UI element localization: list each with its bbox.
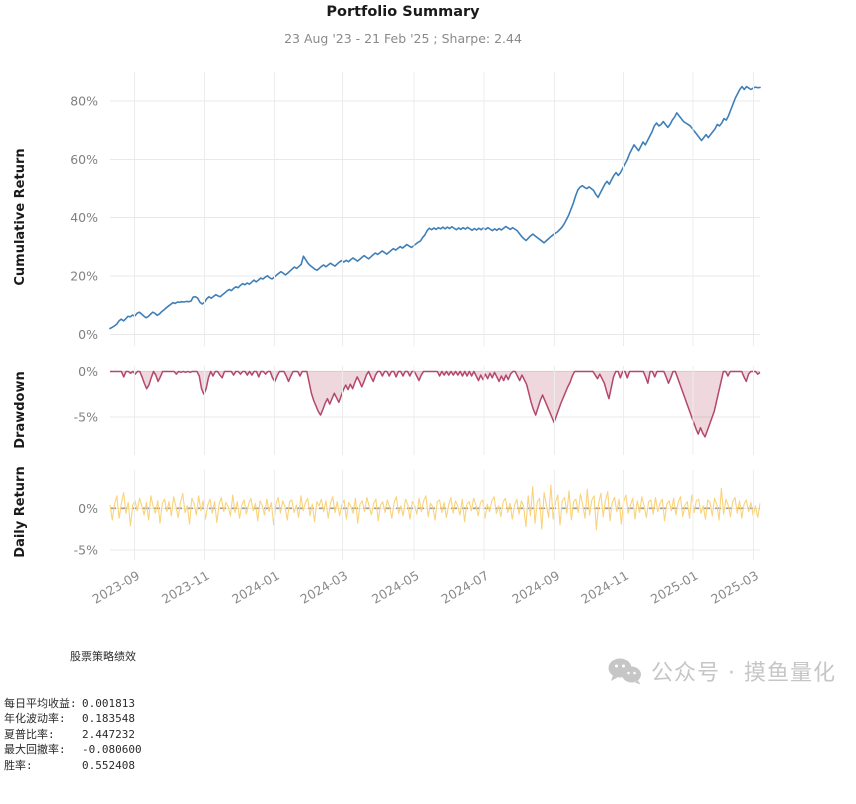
panel-drawdown: 0% -5% Drawdown [13,364,761,449]
gridlines-cumulative [110,100,760,335]
series-drawdown [110,370,761,438]
stats-row-label: 胜率: [4,758,33,772]
stats-row-label: 夏普比率: [4,727,55,741]
xtick-label: 2024-03 [297,568,350,607]
ytick-labels-daily-return: 0% -5% [74,501,98,558]
yaxis-label-cumulative-return: Cumulative Return [13,148,28,285]
stats-row-label: 每日平均收益: [4,696,77,710]
gridlines-vertical [134,72,754,560]
chart-canvas: Portfolio Summary 23 Aug '23 - 21 Feb '2… [13,4,761,607]
series-drawdown-fill [110,371,760,437]
stats-row-value: 2.447232 [82,727,135,741]
xtick-label: 2024-11 [578,568,631,607]
xtick-label: 2024-05 [369,568,422,607]
ytick-labels-cumulative: 0% 20% 40% 60% 80% [70,94,98,342]
stats-row: 最大回撤率: -0.080600 [4,742,142,758]
ytick-label: -5% [74,409,98,424]
stats-row-value: 0.001813 [82,696,135,710]
series-cumulative-return [109,85,761,330]
ytick-label: 0% [78,501,98,516]
page-title: Portfolio Summary [326,4,480,20]
series-daily-return [109,484,761,531]
ytick-label: 80% [70,94,98,109]
stats-table-header: 股票策略绩效 [70,650,136,663]
chart-subtitle: 23 Aug '23 - 21 Feb '25 ; Sharpe: 2.44 [284,31,522,46]
panel-daily-return: 0% -5% Daily Return [13,466,761,558]
stats-row-value: 0.552408 [82,758,135,772]
ytick-label: 0% [78,364,98,379]
panel-cumulative-return: 0% 20% 40% 60% 80% Cumulative Return [13,85,761,342]
xtick-label: 2025-03 [708,568,761,607]
watermark-text: 公众号 · 摸鱼量化 [651,661,836,686]
gridlines-daily-return [110,507,760,551]
performance-stats-table: 股票策略绩效 每日平均收益: 0.001813 年化波动率: 0.183548 夏普比率… [4,618,142,804]
watermark: 公众号 · 摸鱼量化 [608,655,836,687]
xaxis-tick-labels: 2023-09 2023-11 2024-01 2024-03 2024-05 2024-… [89,568,761,607]
ytick-label: -5% [74,543,98,558]
ytick-label: 40% [70,210,98,225]
stats-row: 夏普比率: 2.447232 [4,727,142,743]
xtick-label: 2025-01 [648,568,701,607]
xtick-label: 2024-09 [509,568,562,607]
ytick-label: 20% [70,269,98,284]
xtick-label: 2024-01 [229,568,282,607]
xtick-label: 2024-07 [439,568,492,607]
yaxis-label-daily-return: Daily Return [13,466,28,557]
stats-rows: 每日平均收益: 0.001813 年化波动率: 0.183548 夏普比率: 2.4472… [4,696,142,774]
ytick-label: 60% [70,152,98,167]
stats-row: 年化波动率: 0.183548 [4,711,142,727]
xtick-label: 2023-11 [159,568,212,607]
stats-row-value: -0.080600 [82,743,142,756]
wechat-icon [608,657,642,685]
yaxis-label-drawdown: Drawdown [13,371,28,449]
stats-row: 每日平均收益: 0.001813 [4,696,142,712]
stats-row-label: 年化波动率: [4,712,66,725]
stats-row-value: 0.183548 [82,712,135,725]
stats-row-label: 最大回撤率: [4,743,66,756]
xtick-label: 2023-09 [89,568,142,607]
ytick-label: 0% [78,327,98,342]
stats-row: 胜率: 0.552408 [4,758,142,774]
ytick-labels-drawdown: 0% -5% [74,364,98,424]
